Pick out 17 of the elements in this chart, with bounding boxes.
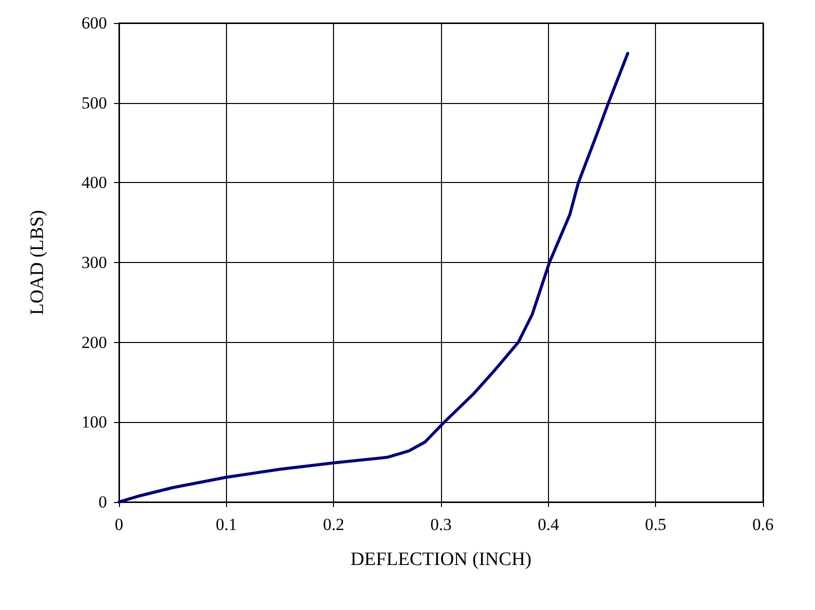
y-tick-label: 0 [98, 492, 107, 512]
x-tick-label: 0.6 [752, 515, 774, 534]
y-tick-label: 200 [82, 332, 107, 352]
line-series [118, 52, 630, 504]
y-tick-label: 400 [82, 173, 107, 192]
x-axis-title: DEFLECTION (INCH) [350, 549, 532, 570]
x-tick-label: 0 [114, 515, 124, 534]
y-tick-label: 100 [82, 412, 107, 432]
x-tick-label: 0.1 [216, 515, 237, 534]
x-tick-label: 0.3 [430, 515, 452, 534]
x-tick-label: 0.5 [645, 515, 666, 534]
y-tick-label: 300 [82, 253, 107, 272]
x-tick-label: 0.2 [323, 515, 344, 534]
y-tick-label: 500 [82, 93, 107, 112]
y-axis-title: LOAD (LBS) [27, 210, 48, 316]
y-tick-label: 600 [82, 14, 107, 32]
x-tick-label: 0.4 [538, 515, 560, 534]
